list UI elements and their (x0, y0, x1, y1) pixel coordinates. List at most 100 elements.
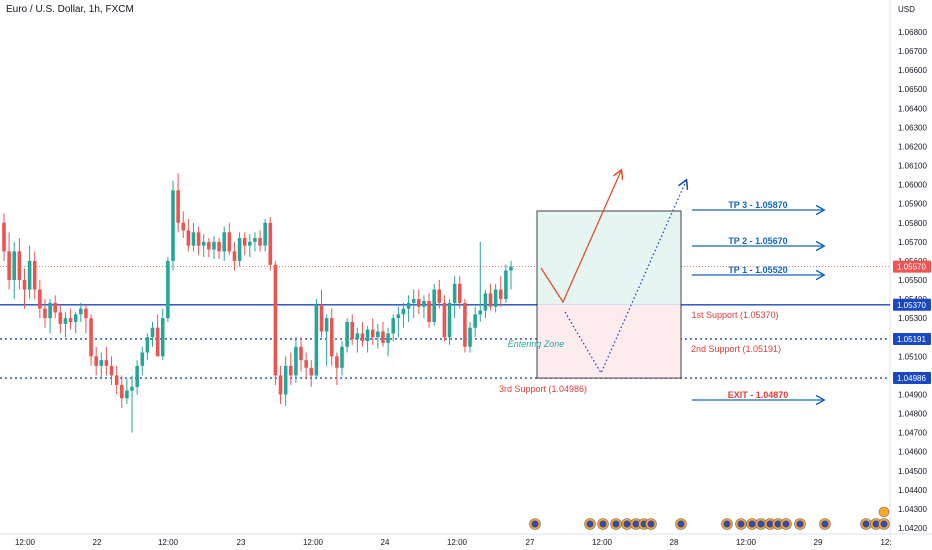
candle-body (319, 304, 324, 332)
event-flag (599, 520, 607, 528)
candle-body (283, 365, 288, 395)
y-tick-label: 1.06600 (898, 66, 927, 75)
candle-body (166, 260, 170, 319)
candle-body (84, 308, 88, 319)
candle-body (437, 289, 442, 303)
y-tick-label: 1.06800 (898, 28, 927, 37)
event-flag (821, 520, 829, 528)
candle-body (212, 241, 216, 250)
event-flag (796, 520, 804, 528)
candle-body (186, 230, 191, 246)
x-tick-label: 12:00 (592, 538, 613, 547)
candle-body (63, 318, 68, 324)
candle-body (207, 241, 211, 250)
candle-body (130, 386, 134, 391)
y-tick-label: 1.04400 (898, 486, 927, 495)
price-tag (893, 260, 931, 273)
candle-body (222, 232, 227, 252)
candle-body (504, 270, 508, 300)
candle-body (299, 346, 303, 361)
candle-body (432, 289, 436, 322)
candle-body (232, 251, 237, 261)
price-axis[interactable]: USD 1.06800 1.06700 1.06600 1.06500 1.06400 1… (893, 5, 931, 533)
candle-body (360, 333, 365, 342)
candle-body (191, 232, 196, 246)
candle-body (473, 314, 477, 328)
candle-body (38, 289, 42, 309)
y-tick-label: 1.05700 (898, 238, 927, 247)
candle-body (488, 293, 493, 307)
candle-body (125, 390, 129, 399)
candle-body (457, 283, 462, 303)
candle-body (309, 367, 314, 376)
event-flag (632, 520, 640, 528)
candle-body (278, 375, 283, 395)
event-flag (774, 520, 782, 528)
y-tick-label: 1.04200 (898, 524, 927, 533)
y-tick-label: 1.05100 (898, 352, 927, 361)
candle-body (104, 360, 109, 366)
event-flag (782, 520, 790, 528)
event-flag (586, 520, 594, 528)
candle-body (498, 289, 503, 300)
event-flag (872, 520, 880, 528)
candle-body (288, 365, 293, 376)
time-axis[interactable]: 12:00 22 12:00 23 12:00 24 12:00 27 12:00 28 12:00… (15, 538, 892, 547)
support3-label: 3rd Support (1.04986) (499, 384, 587, 394)
candle-body (463, 302, 467, 347)
candle-body (381, 331, 385, 343)
x-tick-label: 12:00 (303, 538, 324, 547)
candle-body (340, 346, 344, 368)
price-tag (893, 298, 931, 311)
candle-body (196, 232, 201, 246)
candle-body (32, 260, 37, 290)
candle-body (370, 329, 375, 338)
candle-body (442, 302, 447, 338)
candle-body (68, 318, 73, 322)
candle-body (155, 327, 160, 357)
candle-body (268, 222, 273, 265)
candle-body (401, 308, 406, 315)
price-tag (893, 372, 931, 385)
currency-label: USD (898, 5, 915, 14)
candle-body (53, 302, 58, 313)
candle-body (478, 310, 483, 315)
y-tick-label: 1.04800 (898, 410, 927, 419)
candle-body (43, 308, 47, 319)
candle-body (314, 304, 319, 376)
candle-body (140, 352, 145, 366)
projection-arrows (540, 171, 823, 400)
event-flag (748, 520, 756, 528)
x-tick-label: 12:00 (736, 538, 757, 547)
candle-body (294, 346, 298, 376)
candle-body (248, 241, 252, 246)
candle-body (145, 337, 150, 353)
candle-body (17, 251, 22, 281)
support2-label: 2nd Support (1.05191) (691, 344, 781, 354)
candle-body (160, 318, 165, 357)
candle-body (509, 266, 513, 271)
candle-body (2, 222, 6, 252)
event-marker (878, 506, 890, 518)
trade-zone (536, 210, 682, 379)
x-tick-label: 22 (93, 538, 102, 547)
tp2-label: TP 2 - 1.05670 (728, 236, 787, 246)
zone-border (536, 210, 682, 379)
candle-body (304, 360, 308, 368)
y-tick-label: 1.06400 (898, 104, 927, 113)
candle-body (391, 318, 396, 334)
candle-body (176, 190, 180, 223)
event-flag (623, 520, 631, 528)
x-tick-label: 12:00 (158, 538, 179, 547)
candle-body (27, 260, 32, 290)
x-tick-label: 23 (237, 538, 246, 547)
price-tag-label: 1.05191 (897, 335, 926, 344)
candle-body (109, 365, 114, 376)
entering-zone-label: Entering Zone (508, 339, 565, 349)
candle-body (329, 318, 334, 357)
event-flag (880, 520, 888, 528)
candle-body (468, 327, 472, 347)
x-tick-label: 28 (670, 538, 679, 547)
